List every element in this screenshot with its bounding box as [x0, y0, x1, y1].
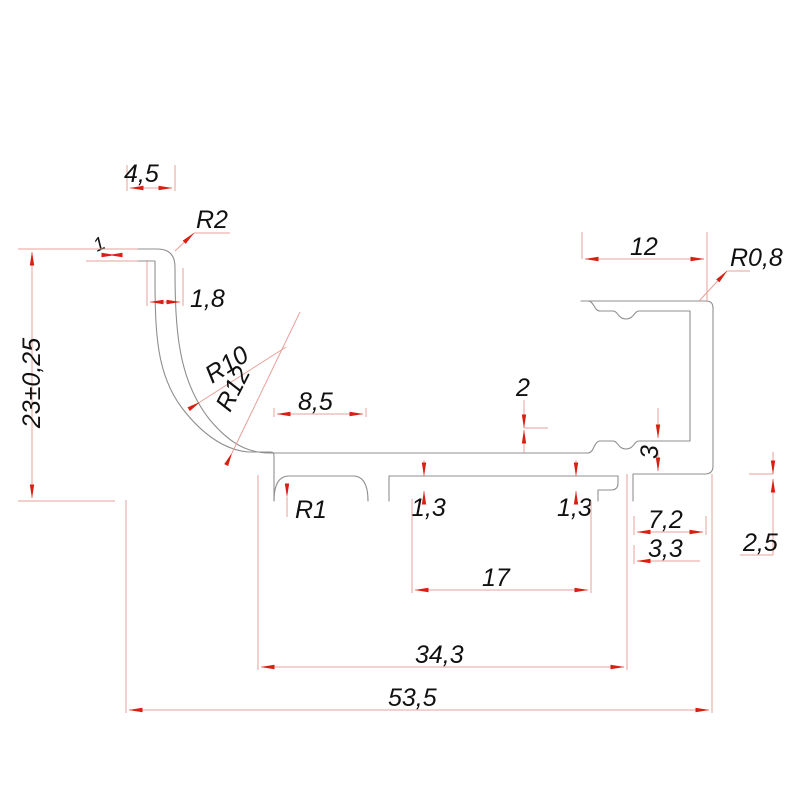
svg-text:12: 12 — [630, 233, 658, 261]
svg-text:1,3: 1,3 — [557, 494, 592, 522]
svg-text:8,5: 8,5 — [298, 388, 333, 416]
svg-text:4,5: 4,5 — [124, 160, 159, 188]
svg-text:3,3: 3,3 — [648, 535, 683, 563]
svg-text:53,5: 53,5 — [388, 684, 437, 712]
svg-text:R0,8: R0,8 — [730, 244, 783, 272]
svg-text:7,2: 7,2 — [648, 506, 683, 534]
svg-text:2,5: 2,5 — [742, 529, 778, 557]
svg-text:23±0,25: 23±0,25 — [18, 338, 46, 429]
svg-text:R2: R2 — [196, 206, 228, 234]
svg-text:1,8: 1,8 — [190, 285, 225, 313]
svg-text:3: 3 — [636, 445, 664, 459]
svg-text:1,3: 1,3 — [411, 494, 446, 522]
svg-text:17: 17 — [482, 564, 511, 592]
svg-text:2: 2 — [515, 374, 530, 402]
svg-text:34,3: 34,3 — [415, 641, 464, 669]
svg-text:R1: R1 — [295, 496, 327, 524]
